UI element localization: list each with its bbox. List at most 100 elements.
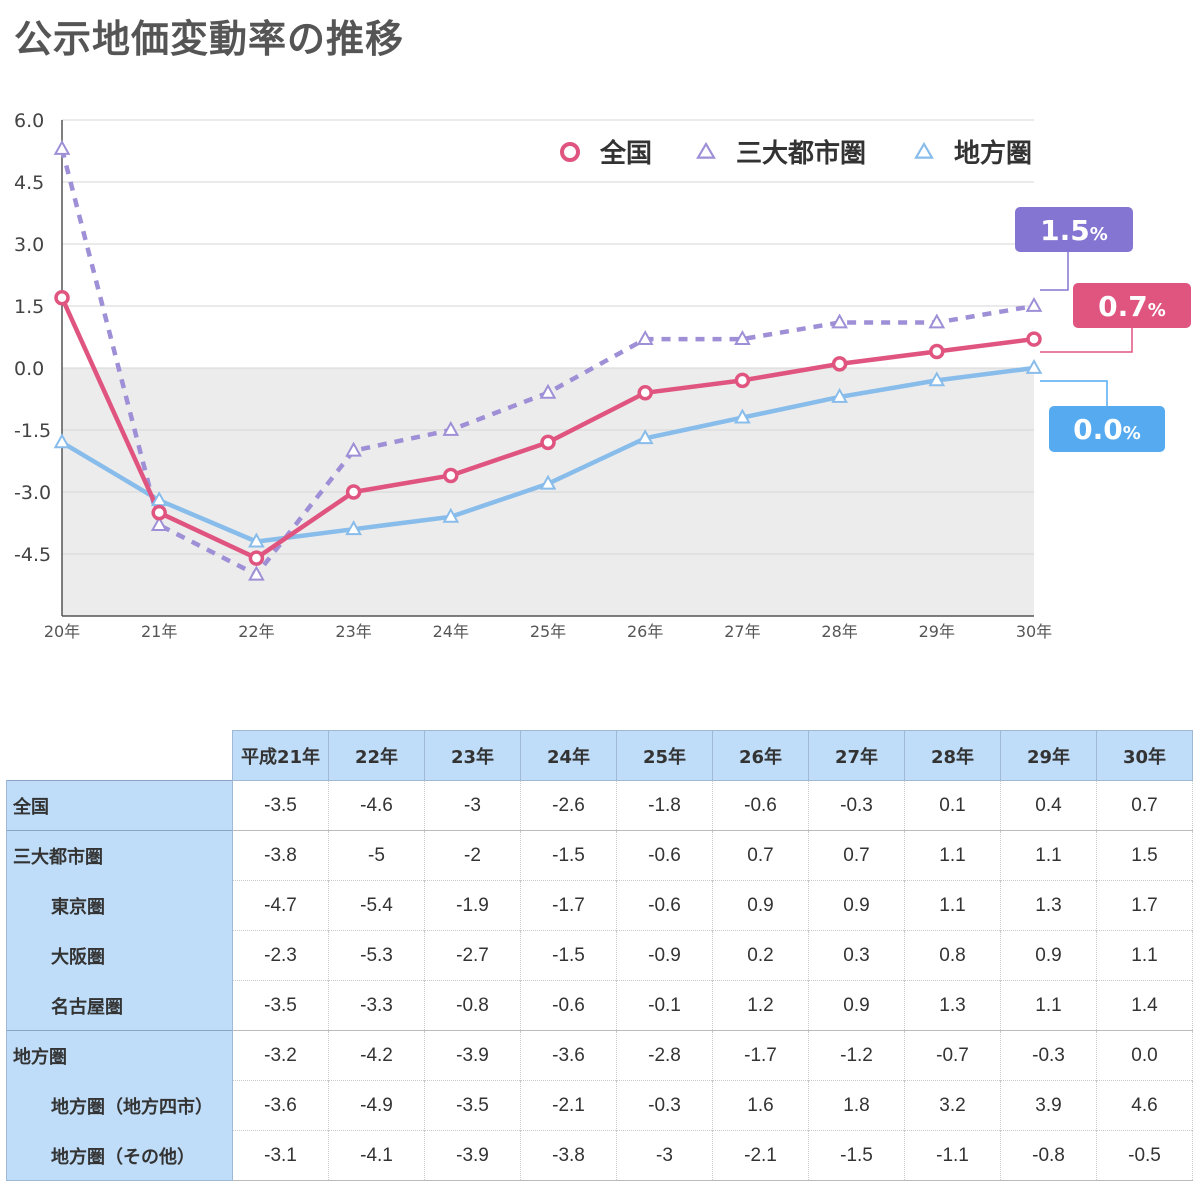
row-label: 大阪圏	[6, 930, 233, 981]
x-tick-label: 23年	[335, 622, 371, 641]
column-header: 25年	[616, 730, 713, 781]
table-cell: 1.1	[904, 880, 1001, 931]
x-tick-label: 22年	[238, 622, 274, 641]
data-point	[637, 385, 653, 401]
callout-box	[1015, 207, 1133, 252]
table-cell: 1.1	[1000, 980, 1097, 1031]
table-cell: -0.7	[904, 1030, 1001, 1081]
data-point	[540, 434, 556, 451]
data-point	[442, 507, 460, 523]
legend-label: 全国	[599, 138, 652, 169]
legend-marker	[696, 141, 716, 159]
table-cell: -0.1	[616, 980, 713, 1031]
table-cell: -4.7	[232, 880, 329, 931]
table-cell: -3.1	[232, 1130, 329, 1181]
table-cell: -3.8	[520, 1130, 617, 1181]
y-tick-label: 4.5	[14, 172, 44, 194]
table-row: 全国 -3.5 -4.6 -3 -2.6 -1.8 -0.6 -0.3 0.1 0.4 0.7	[6, 780, 1193, 831]
table-cell: 1.3	[904, 980, 1001, 1031]
data-point	[928, 371, 946, 387]
legend: 全国 三大都市圏 地方圏	[560, 138, 1032, 169]
table-cell: 1.8	[808, 1080, 905, 1131]
legend-marker	[560, 142, 580, 162]
data-point	[1026, 331, 1042, 347]
table-cell: 1.6	[712, 1080, 809, 1131]
table-cell: -2.3	[232, 930, 329, 981]
table-cell: 1.1	[1096, 930, 1193, 981]
callout-box	[1049, 406, 1165, 452]
data-point	[929, 343, 945, 360]
table-cell: -0.6	[712, 780, 809, 831]
callout-1: 0.7%	[1040, 283, 1191, 353]
table-cell: -0.3	[1000, 1030, 1097, 1081]
table-cell: -3.6	[232, 1080, 329, 1131]
data-point	[1025, 296, 1043, 312]
callout-leader	[1040, 380, 1108, 406]
column-header: 27年	[808, 730, 905, 781]
column-header: 22年	[328, 730, 425, 781]
table-cell: 4.6	[1096, 1080, 1193, 1131]
data-point	[248, 532, 265, 548]
data-point	[539, 383, 557, 399]
row-label: 名古屋圏	[6, 980, 233, 1031]
callout-box	[1073, 283, 1191, 328]
data-point	[831, 313, 848, 329]
table-cell: 0.3	[808, 930, 905, 981]
table-cell: -3.3	[328, 980, 425, 1031]
table-cell: -0.9	[616, 930, 713, 981]
table-row: 地方圏 -3.2 -4.2 -3.9 -3.6 -2.8 -1.7 -1.2 -0.7 -0.3 0…	[6, 1030, 1193, 1081]
x-tick-label: 27年	[724, 622, 760, 641]
data-point	[831, 356, 848, 372]
table-cell: -3	[616, 1130, 713, 1181]
x-tick-label: 29年	[919, 622, 955, 641]
table-row: 名古屋圏 -3.5 -3.3 -0.8 -0.6 -0.1 1.2 0.9 1.3 1.1 1.4	[6, 980, 1193, 1031]
table-cell: 0.9	[808, 880, 905, 931]
y-tick-label: -4.5	[14, 544, 51, 566]
data-point	[734, 408, 751, 424]
table-cell: 1.1	[904, 830, 1001, 881]
table-cell: 0.0	[1096, 1030, 1193, 1081]
table-cell: -4.2	[328, 1030, 425, 1081]
table-cell: -4.9	[328, 1080, 425, 1131]
chart-title: 公示地価変動率の推移	[14, 17, 405, 61]
table-header-row: 平成21年 22年 23年 24年 25年 26年 27年 28年 29年 30年	[6, 730, 1193, 781]
y-tick-label: 3.0	[14, 234, 44, 256]
table-cell: 0.7	[712, 830, 809, 881]
table-cell: -2	[424, 830, 521, 881]
column-header: 30年	[1096, 730, 1193, 781]
table-cell: 0.2	[712, 930, 809, 981]
data-point	[54, 289, 70, 306]
table-cell: -4.6	[328, 780, 425, 831]
table-cell: -2.8	[616, 1030, 713, 1081]
data-point	[248, 550, 265, 566]
data-point	[831, 387, 848, 403]
table-cell: 1.2	[712, 980, 809, 1031]
table-cell: -3.2	[232, 1030, 329, 1081]
column-header: 23年	[424, 730, 521, 781]
table-cell: -1.2	[808, 1030, 905, 1081]
table-cell: 0.8	[904, 930, 1001, 981]
data-table: 平成21年 22年 23年 24年 25年 26年 27年 28年 29年 30年 全国 -3.5-…	[6, 730, 1193, 1181]
table-row: 三大都市圏 -3.8 -5 -2 -1.5 -0.6 0.7 0.7 1.1 1.1 1.5	[6, 830, 1193, 881]
data-point	[636, 330, 654, 345]
table-cell: -2.1	[712, 1130, 809, 1181]
column-header: 26年	[712, 730, 809, 781]
callout-leader	[1040, 252, 1069, 291]
table-row: 地方圏（地方四市） -3.6 -4.9 -3.5 -2.1 -0.3 1.6 1.8 3.2 3.…	[6, 1080, 1193, 1131]
table-row: 大阪圏 -2.3 -5.3 -2.7 -1.5 -0.9 0.2 0.3 0.8 0.9 1.1	[6, 930, 1193, 981]
column-header: 29年	[1000, 730, 1097, 781]
data-point	[1025, 358, 1043, 374]
table-cell: -5.3	[328, 930, 425, 981]
x-tick-label: 20年	[44, 622, 80, 641]
table-row: 東京圏 -4.7 -5.4 -1.9 -1.7 -0.6 0.9 0.9 1.1 1.3 1.7	[6, 880, 1193, 931]
table-cell: -5.4	[328, 880, 425, 931]
table-cell: -3	[424, 780, 521, 831]
data-point	[345, 441, 362, 457]
data-point	[248, 565, 265, 581]
row-label: 東京圏	[6, 880, 233, 931]
x-tick-label: 21年	[141, 622, 177, 641]
table-row: 地方圏（その他） -3.1 -4.1 -3.9 -3.8 -3 -2.1 -1.5 -1.1 -0…	[6, 1130, 1193, 1181]
column-header: 平成21年	[232, 730, 329, 781]
row-label: 地方圏	[6, 1030, 233, 1081]
table-cell: -5	[328, 830, 425, 881]
